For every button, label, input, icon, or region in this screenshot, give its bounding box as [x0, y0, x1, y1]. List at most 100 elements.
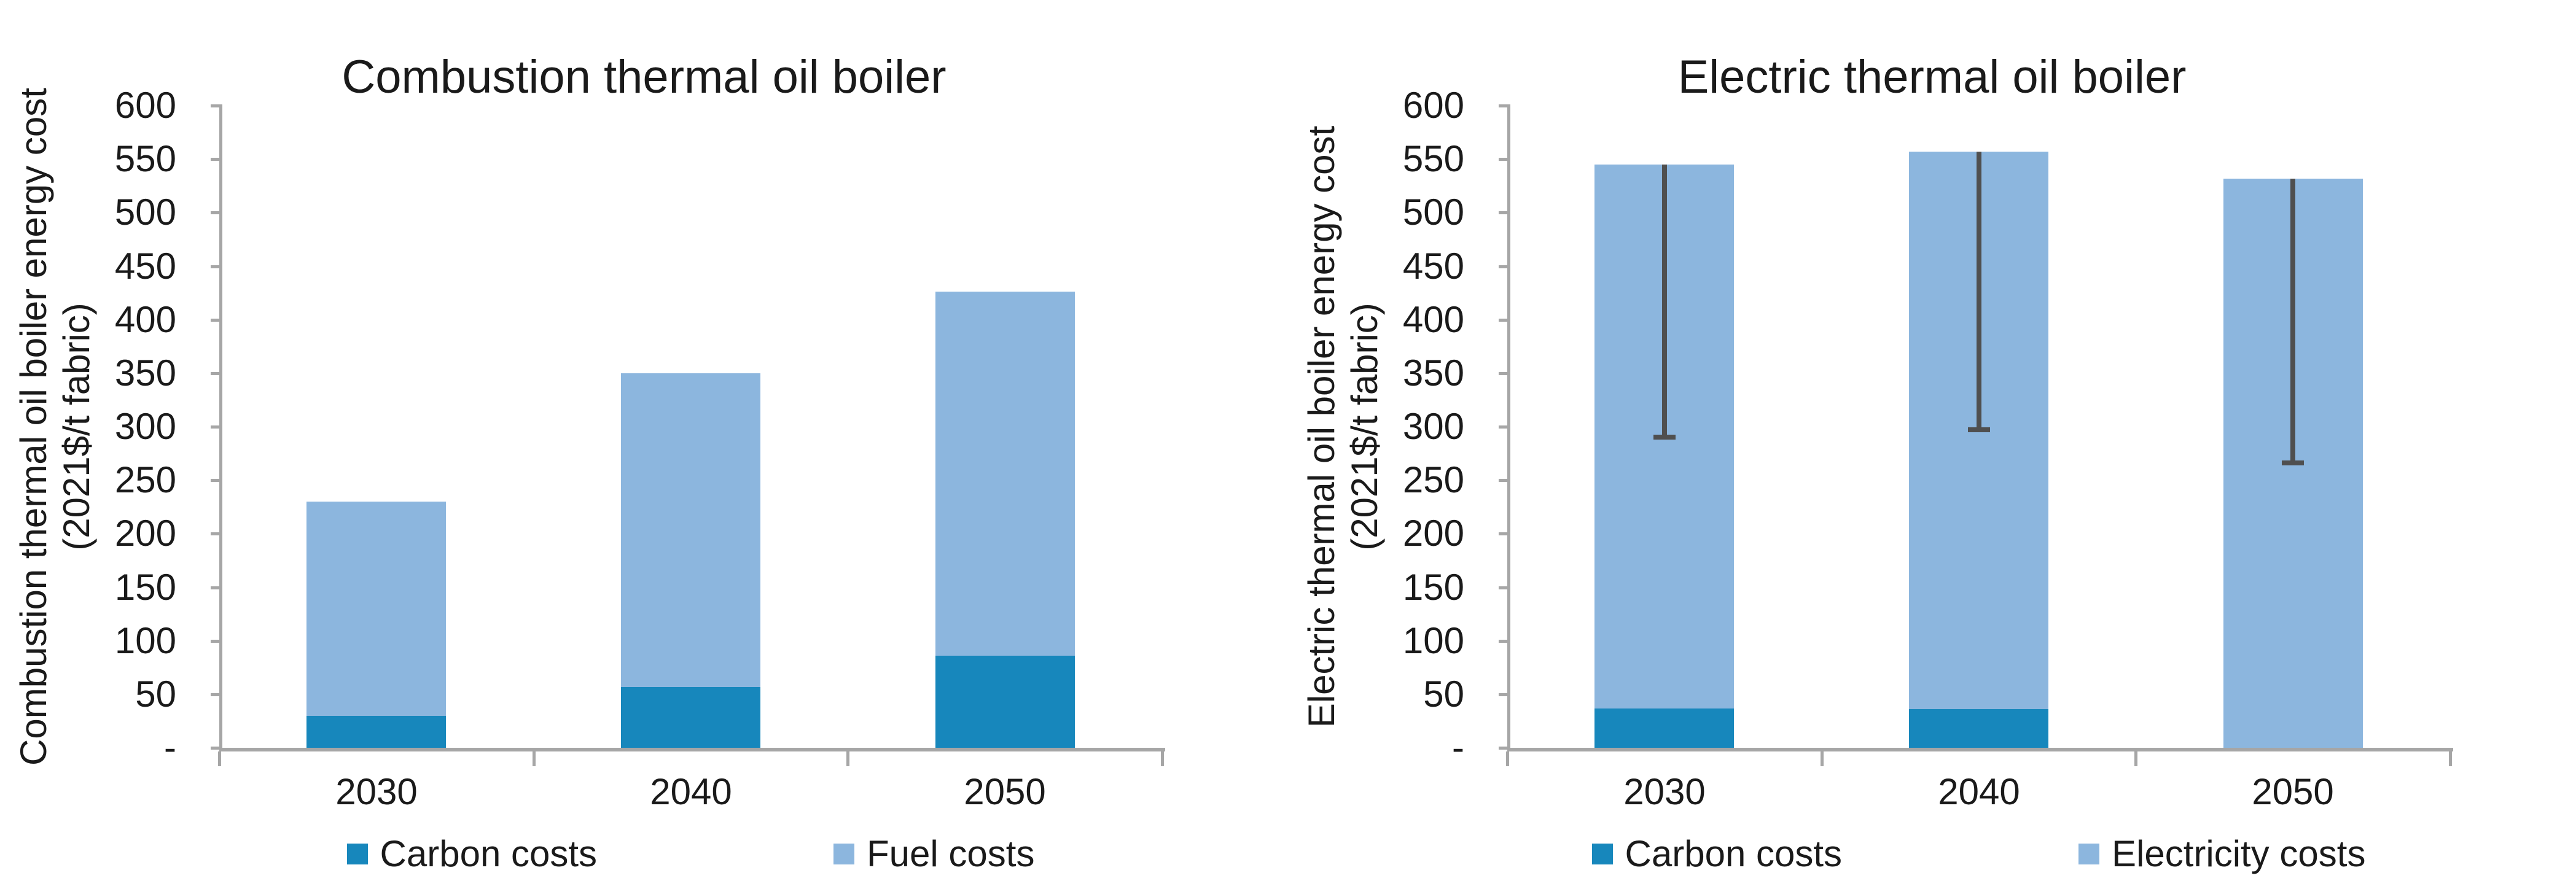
legend-item-fuel-costs: Fuel costs [833, 833, 1034, 875]
y-axis-tick [1499, 372, 1507, 375]
legend-item-carbon-costs: Carbon costs [1591, 833, 1843, 875]
y-axis-tick [1499, 104, 1507, 107]
plot-area: 600 550 500 450 400 350 300 250 200 150 100 50 - 2030… [114, 85, 1165, 812]
y-axis-tick-label: 300 [1402, 406, 1464, 447]
legend-item-carbon-costs: Carbon costs [346, 833, 598, 875]
y-axis-tick [1499, 319, 1507, 322]
y-axis-line [1507, 104, 1510, 751]
x-axis-boundary-tick [2134, 751, 2137, 766]
x-axis-category-label: 2030 [335, 771, 418, 812]
y-axis-tick-label: 50 [1423, 674, 1464, 715]
y-axis-tick [211, 104, 219, 107]
y-axis-tick [211, 372, 219, 375]
y-axis-tick [211, 532, 219, 535]
carbon-costs-swatch [346, 843, 368, 864]
y-axis-tick-label: 100 [1402, 620, 1464, 661]
error-bar-line [1662, 165, 1667, 438]
legend-item-electricity-costs: Electricity costs [2078, 833, 2365, 875]
y-axis-tick-label: 400 [1402, 299, 1464, 340]
y-axis-tick-label: 550 [114, 138, 176, 179]
x-axis-category-label: 2030 [1623, 771, 1706, 812]
y-axis-tick [211, 640, 219, 643]
y-axis-tick-label: 150 [114, 567, 176, 608]
electricity-costs-swatch [2078, 843, 2100, 864]
combustion-chart: Combustion thermal oil boiler Combustion… [13, 51, 1165, 875]
bar-segment-fuel-costs [621, 373, 760, 687]
y-axis-tick [211, 586, 219, 589]
x-axis-category-label: 2050 [964, 771, 1046, 812]
y-axis-tick [1499, 265, 1507, 268]
y-axis-tick-label: 100 [114, 620, 176, 661]
y-axis-tick-label: 200 [1402, 513, 1464, 554]
y-axis-tick-label: - [1452, 727, 1464, 768]
y-axis-tick-label: 550 [1402, 138, 1464, 179]
legend-label-carbon-costs: Carbon costs [1625, 833, 1843, 874]
x-axis-boundary-tick [1506, 751, 1509, 766]
bar-segment-carbon-costs [1594, 708, 1734, 748]
bar-segment-carbon-costs [1909, 709, 2048, 748]
error-bar-bottom-cap [1653, 435, 1676, 440]
y-axis-tick-label: 250 [1402, 459, 1464, 500]
bar-segment-carbon-costs [621, 687, 760, 748]
y-axis-tick-label: 350 [114, 352, 176, 394]
y-axis-tick-label: 450 [1402, 246, 1464, 287]
y-axis-tick [211, 265, 219, 268]
bar-segment-carbon-costs [935, 656, 1075, 748]
x-axis-boundary-tick [1821, 751, 1824, 766]
y-axis-tick-label: 150 [1402, 567, 1464, 608]
error-bar-bottom-cap [2282, 460, 2304, 465]
electric-chart: Electric thermal oil boiler Electric the… [1288, 0, 2576, 889]
y-axis-tick-label: 350 [1402, 352, 1464, 394]
x-axis-boundary-tick [1161, 751, 1164, 766]
chart-title: Combustion thermal oil boiler [342, 51, 946, 103]
carbon-costs-swatch [1591, 843, 1613, 864]
y-axis-tick-label: 500 [114, 192, 176, 233]
y-axis-tick [1499, 586, 1507, 589]
legend-label-electricity-costs: Electricity costs [2112, 833, 2366, 874]
error-bar-line [1977, 152, 1981, 430]
y-axis-tick-label: 50 [135, 674, 176, 715]
y-axis-tick [1499, 479, 1507, 482]
x-axis-category-label: 2050 [2252, 771, 2334, 812]
y-axis-tick [1499, 211, 1507, 214]
error-bar-line [2290, 179, 2295, 464]
bar-segment-fuel-costs [935, 292, 1075, 656]
y-axis-tick [211, 158, 219, 161]
y-axis-tick [1499, 158, 1507, 161]
x-axis-category-label: 2040 [650, 771, 732, 812]
legend: Carbon costs Electricity costs [1507, 833, 2450, 875]
legend-label-carbon-costs: Carbon costs [380, 833, 598, 874]
y-axis-tick-label: - [164, 727, 176, 768]
y-axis-tick [211, 425, 219, 429]
y-axis-tick [1499, 532, 1507, 535]
x-axis-line [1507, 748, 2453, 751]
x-axis-boundary-tick [533, 751, 536, 766]
y-axis-line [219, 104, 222, 751]
chart-title: Electric thermal oil boiler [1677, 51, 2187, 103]
y-axis-tick-label: 300 [114, 406, 176, 447]
y-axis-tick-label: 500 [1402, 192, 1464, 233]
y-axis-tick-label: 450 [114, 246, 176, 287]
x-axis-category-label: 2040 [1938, 771, 2020, 812]
y-axis-tick-label: 600 [114, 85, 176, 126]
y-axis-tick [211, 747, 219, 750]
y-axis-tick [1499, 425, 1507, 429]
y-axis-tick-label: 600 [1402, 85, 1464, 126]
y-axis-tick [1499, 640, 1507, 643]
legend: Carbon costs Fuel costs [219, 833, 1162, 875]
y-axis-tick [1499, 747, 1507, 750]
y-axis-tick [211, 211, 219, 214]
y-axis-tick-label: 250 [114, 459, 176, 500]
x-axis-boundary-tick [2449, 751, 2452, 766]
bar-segment-carbon-costs [306, 716, 446, 748]
y-axis-tick-label: 200 [114, 513, 176, 554]
fuel-costs-swatch [833, 843, 855, 864]
bar-segment-fuel-costs [306, 502, 446, 716]
y-axis-tick [211, 479, 219, 482]
y-axis-tick-label: 400 [114, 299, 176, 340]
plot-area: 600 550 500 450 400 350 300 250 200 150 100 50 - 2030… [1288, 0, 2576, 889]
x-axis-boundary-tick [846, 751, 849, 766]
x-axis-boundary-tick [218, 751, 221, 766]
error-bar-bottom-cap [1968, 427, 1990, 432]
